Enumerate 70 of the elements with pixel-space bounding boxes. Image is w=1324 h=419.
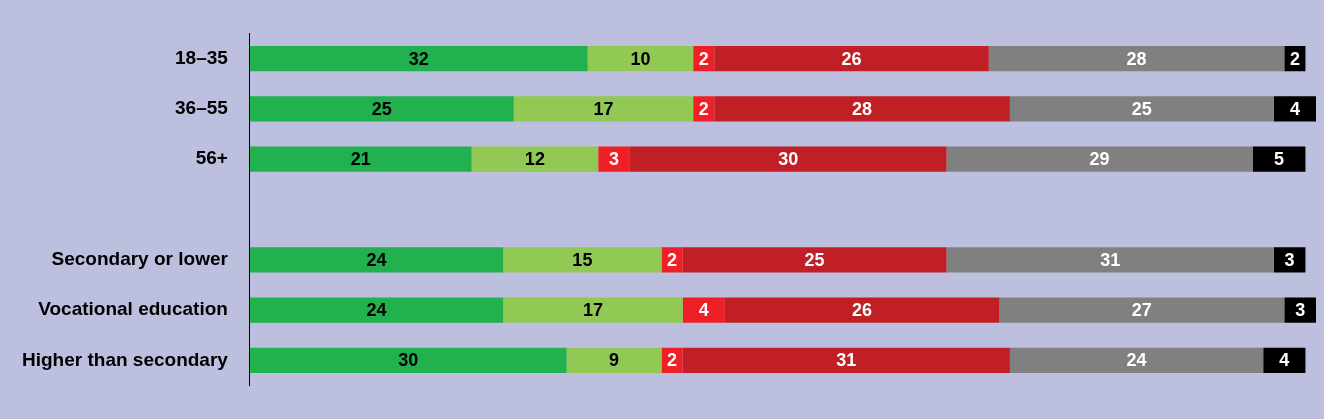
bar <box>714 45 989 72</box>
data-label: 24 <box>366 300 387 321</box>
data-label: 17 <box>593 98 614 119</box>
bar <box>714 96 1010 122</box>
data-label: 25 <box>1131 98 1152 119</box>
bar <box>946 146 1253 172</box>
bar <box>682 297 725 323</box>
data-label: 2 <box>667 350 678 371</box>
data-label: 32 <box>408 48 429 69</box>
bar <box>249 146 472 172</box>
data-label: 2 <box>698 48 709 69</box>
data-label: 2 <box>698 98 709 119</box>
data-label: 17 <box>582 300 603 321</box>
data-label: 24 <box>1126 350 1147 371</box>
bar <box>513 96 694 122</box>
data-label: 10 <box>630 48 651 69</box>
bar <box>1009 96 1274 122</box>
data-label: 31 <box>836 350 857 371</box>
bar <box>1252 146 1306 172</box>
data-label: 30 <box>778 149 799 170</box>
bar <box>249 297 504 323</box>
data-label: 3 <box>1295 300 1306 321</box>
y-tick-label: Secondary or lower <box>51 248 229 270</box>
bar <box>471 146 599 172</box>
data-label: 24 <box>366 249 387 270</box>
data-label: 28 <box>852 98 873 119</box>
bar <box>587 45 694 72</box>
bar <box>1009 347 1264 374</box>
y-tick-label: Higher than secondary <box>21 348 229 370</box>
y-tick-label: 56+ <box>195 147 228 169</box>
data-label: 26 <box>841 48 862 69</box>
data-label: 3 <box>609 149 620 170</box>
data-label: 9 <box>609 350 620 371</box>
bar <box>629 146 947 172</box>
data-label: 5 <box>1274 149 1285 170</box>
bar <box>724 297 1000 323</box>
bar <box>503 297 683 323</box>
data-label: 2 <box>1289 48 1300 69</box>
data-label: 25 <box>371 98 392 119</box>
y-tick-label: Vocational education <box>38 298 228 320</box>
bar <box>682 247 947 273</box>
bar <box>988 45 1285 72</box>
data-label: 4 <box>698 300 709 321</box>
bar <box>682 347 1010 374</box>
data-label: 15 <box>572 249 593 270</box>
bar <box>249 347 567 374</box>
data-label: 4 <box>1279 350 1290 371</box>
bar <box>999 297 1285 323</box>
data-label: 3 <box>1284 249 1295 270</box>
data-label: 30 <box>398 350 419 371</box>
bar <box>249 45 588 72</box>
data-label: 2 <box>667 249 678 270</box>
data-label: 12 <box>524 149 545 170</box>
data-label: 21 <box>350 149 371 170</box>
data-label: 31 <box>1100 249 1121 270</box>
data-label: 26 <box>852 300 873 321</box>
bar <box>503 247 662 273</box>
bar <box>1273 96 1316 122</box>
bar <box>249 247 504 273</box>
bar <box>1263 347 1306 374</box>
data-label: 28 <box>1126 48 1147 69</box>
bar <box>566 347 662 374</box>
data-label: 29 <box>1089 149 1110 170</box>
bar <box>249 96 514 122</box>
data-label: 27 <box>1131 300 1152 321</box>
y-tick-label: 18–35 <box>175 46 229 68</box>
y-tick-label: 36–55 <box>175 97 229 119</box>
data-label: 4 <box>1289 98 1300 119</box>
bar <box>946 247 1274 273</box>
data-label: 25 <box>804 249 825 270</box>
